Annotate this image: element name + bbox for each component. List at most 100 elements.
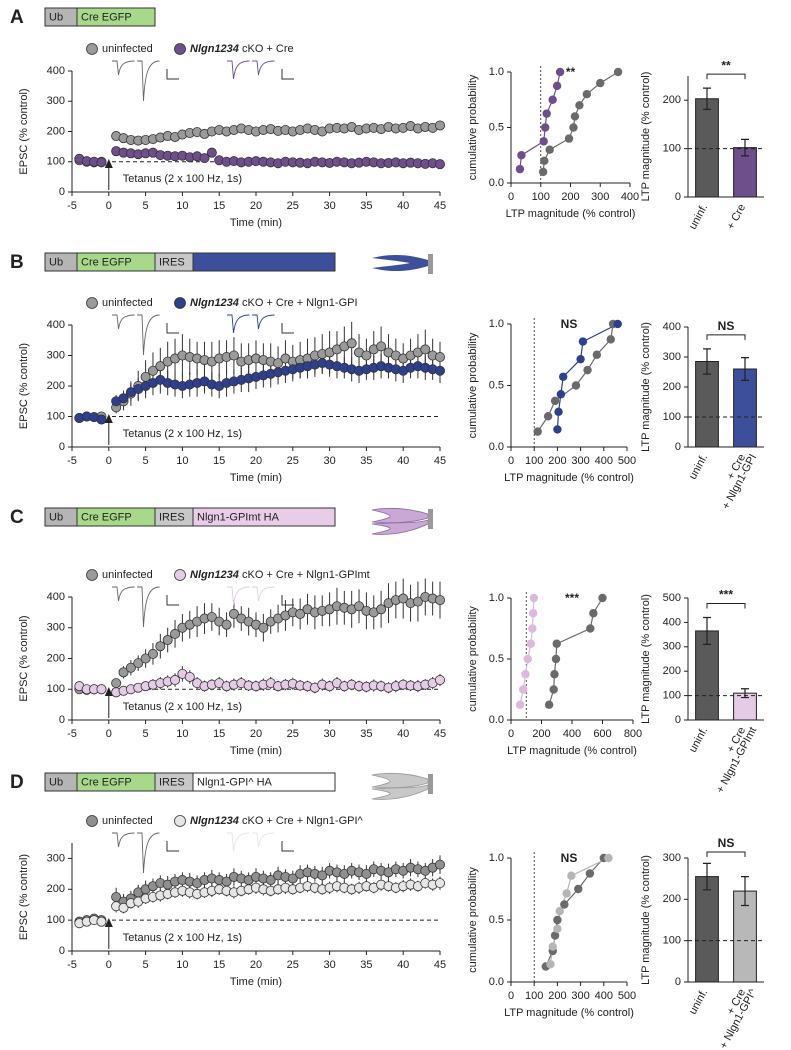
panel-label: D xyxy=(10,772,24,793)
cdf-point xyxy=(606,335,615,344)
annotation: Tetanus (2 x 100 Hz, 1s) xyxy=(123,173,242,185)
cdf-point xyxy=(539,137,548,146)
data-point xyxy=(434,859,445,870)
y-tick-label: 300 xyxy=(47,852,65,864)
x-tick-label: 35 xyxy=(360,455,372,467)
protein-icon xyxy=(371,772,433,800)
x-tick-label: 30 xyxy=(323,728,335,740)
x-tick-label: 45 xyxy=(434,959,446,971)
x-tick-label: -5 xyxy=(67,728,77,740)
x-tick-label: 25 xyxy=(287,455,299,467)
cdf-point xyxy=(544,700,554,709)
cdf-point xyxy=(556,390,566,399)
x-tick-label: 0 xyxy=(508,191,514,203)
cdf-point xyxy=(541,123,550,132)
y-tick-label: 0 xyxy=(59,945,65,957)
cdf-point xyxy=(554,407,563,417)
significance-bracket xyxy=(706,851,746,857)
data-point xyxy=(96,684,107,695)
cdf-point xyxy=(592,350,602,359)
y-tick-label: 500 xyxy=(663,592,681,604)
x-tick-label: 5 xyxy=(143,728,149,740)
legend-label: uninfected xyxy=(102,297,153,309)
x-axis-label: Time (min) xyxy=(230,472,282,484)
x-tick-label: 35 xyxy=(360,959,372,971)
y-tick-label: 0 xyxy=(59,714,65,726)
x-tick-label: 20 xyxy=(250,728,262,740)
construct-label: IRES xyxy=(159,776,185,788)
legend-label: Nlgn1234 cKO + Cre + Nlgn1-GPImt xyxy=(190,569,370,581)
cdf-point xyxy=(569,123,578,132)
x-tick-label: 10 xyxy=(176,455,188,467)
data-point xyxy=(434,675,445,686)
x-tick-label: 0 xyxy=(106,959,112,971)
y-tick-label: 0.5 xyxy=(489,379,504,391)
data-point xyxy=(147,365,158,376)
construct-label: IRES xyxy=(159,511,185,523)
y-tick-label: 1.0 xyxy=(489,592,504,604)
data-point xyxy=(199,153,210,164)
panel-label: A xyxy=(10,7,24,28)
example-trace xyxy=(137,60,160,102)
x-tick-label: uninf. xyxy=(687,202,710,231)
x-tick-label: 20 xyxy=(250,200,262,212)
y-tick-label: 0 xyxy=(675,976,681,988)
annotation: Tetanus (2 x 100 Hz, 1s) xyxy=(123,428,242,440)
significance-bracket xyxy=(706,334,746,340)
example-trace xyxy=(112,60,135,76)
cdf-point xyxy=(546,960,555,969)
y-tick-label: 200 xyxy=(663,381,681,393)
data-point xyxy=(155,361,166,372)
example-trace xyxy=(112,586,135,602)
construct-segment xyxy=(76,7,156,27)
scale-bar xyxy=(281,841,294,852)
cdf-point xyxy=(548,95,557,104)
example-trace xyxy=(227,832,250,852)
y-tick-label: 200 xyxy=(663,94,681,106)
significance: NS xyxy=(561,851,578,865)
construct-label: Cre EGFP xyxy=(81,511,132,523)
y-tick-label: 100 xyxy=(47,410,65,422)
cdf-point xyxy=(521,670,530,679)
y-tick-label: 400 xyxy=(47,319,65,331)
data-point xyxy=(376,341,387,352)
y-tick-label: 300 xyxy=(663,852,681,864)
x-tick-label: 300 xyxy=(591,191,609,203)
construct-label: Ub xyxy=(49,256,63,268)
x-tick-label: 30 xyxy=(323,959,335,971)
y-tick-label: 400 xyxy=(663,321,681,333)
data-point xyxy=(111,678,122,689)
data-point xyxy=(140,653,151,664)
x-tick-label: -5 xyxy=(67,455,77,467)
cdf-point xyxy=(550,396,560,406)
construct-segment xyxy=(192,772,336,792)
bar xyxy=(695,98,719,198)
error-bar xyxy=(703,862,711,891)
cdf-point xyxy=(574,884,583,894)
cdf-point xyxy=(533,427,542,436)
protein-icon xyxy=(371,507,433,535)
legend-marker xyxy=(174,815,186,827)
cdf-point xyxy=(552,639,561,648)
x-tick-label: 400 xyxy=(621,191,639,203)
bar xyxy=(695,876,719,983)
construct-label: Cre EGFP xyxy=(81,776,132,788)
x-tick-label: uninf. xyxy=(687,725,710,754)
y-tick-label: 100 xyxy=(47,914,65,926)
cdf-point xyxy=(586,624,595,633)
cdf-point xyxy=(538,167,548,177)
scale-bar xyxy=(166,69,179,80)
arrow-head xyxy=(104,918,113,927)
cdf-point xyxy=(519,685,528,694)
x-tick-label: 30 xyxy=(323,200,335,212)
protein-icon xyxy=(372,254,433,274)
data-point xyxy=(398,593,409,604)
x-tick-label: uninf. xyxy=(687,987,710,1016)
x-tick-label: 40 xyxy=(397,959,409,971)
cdf-point xyxy=(567,871,576,880)
data-point xyxy=(434,595,445,606)
construct-segment xyxy=(192,252,336,272)
legend-label: uninfected xyxy=(102,569,153,581)
cdf-point xyxy=(570,112,580,121)
cdf-point xyxy=(555,67,565,77)
